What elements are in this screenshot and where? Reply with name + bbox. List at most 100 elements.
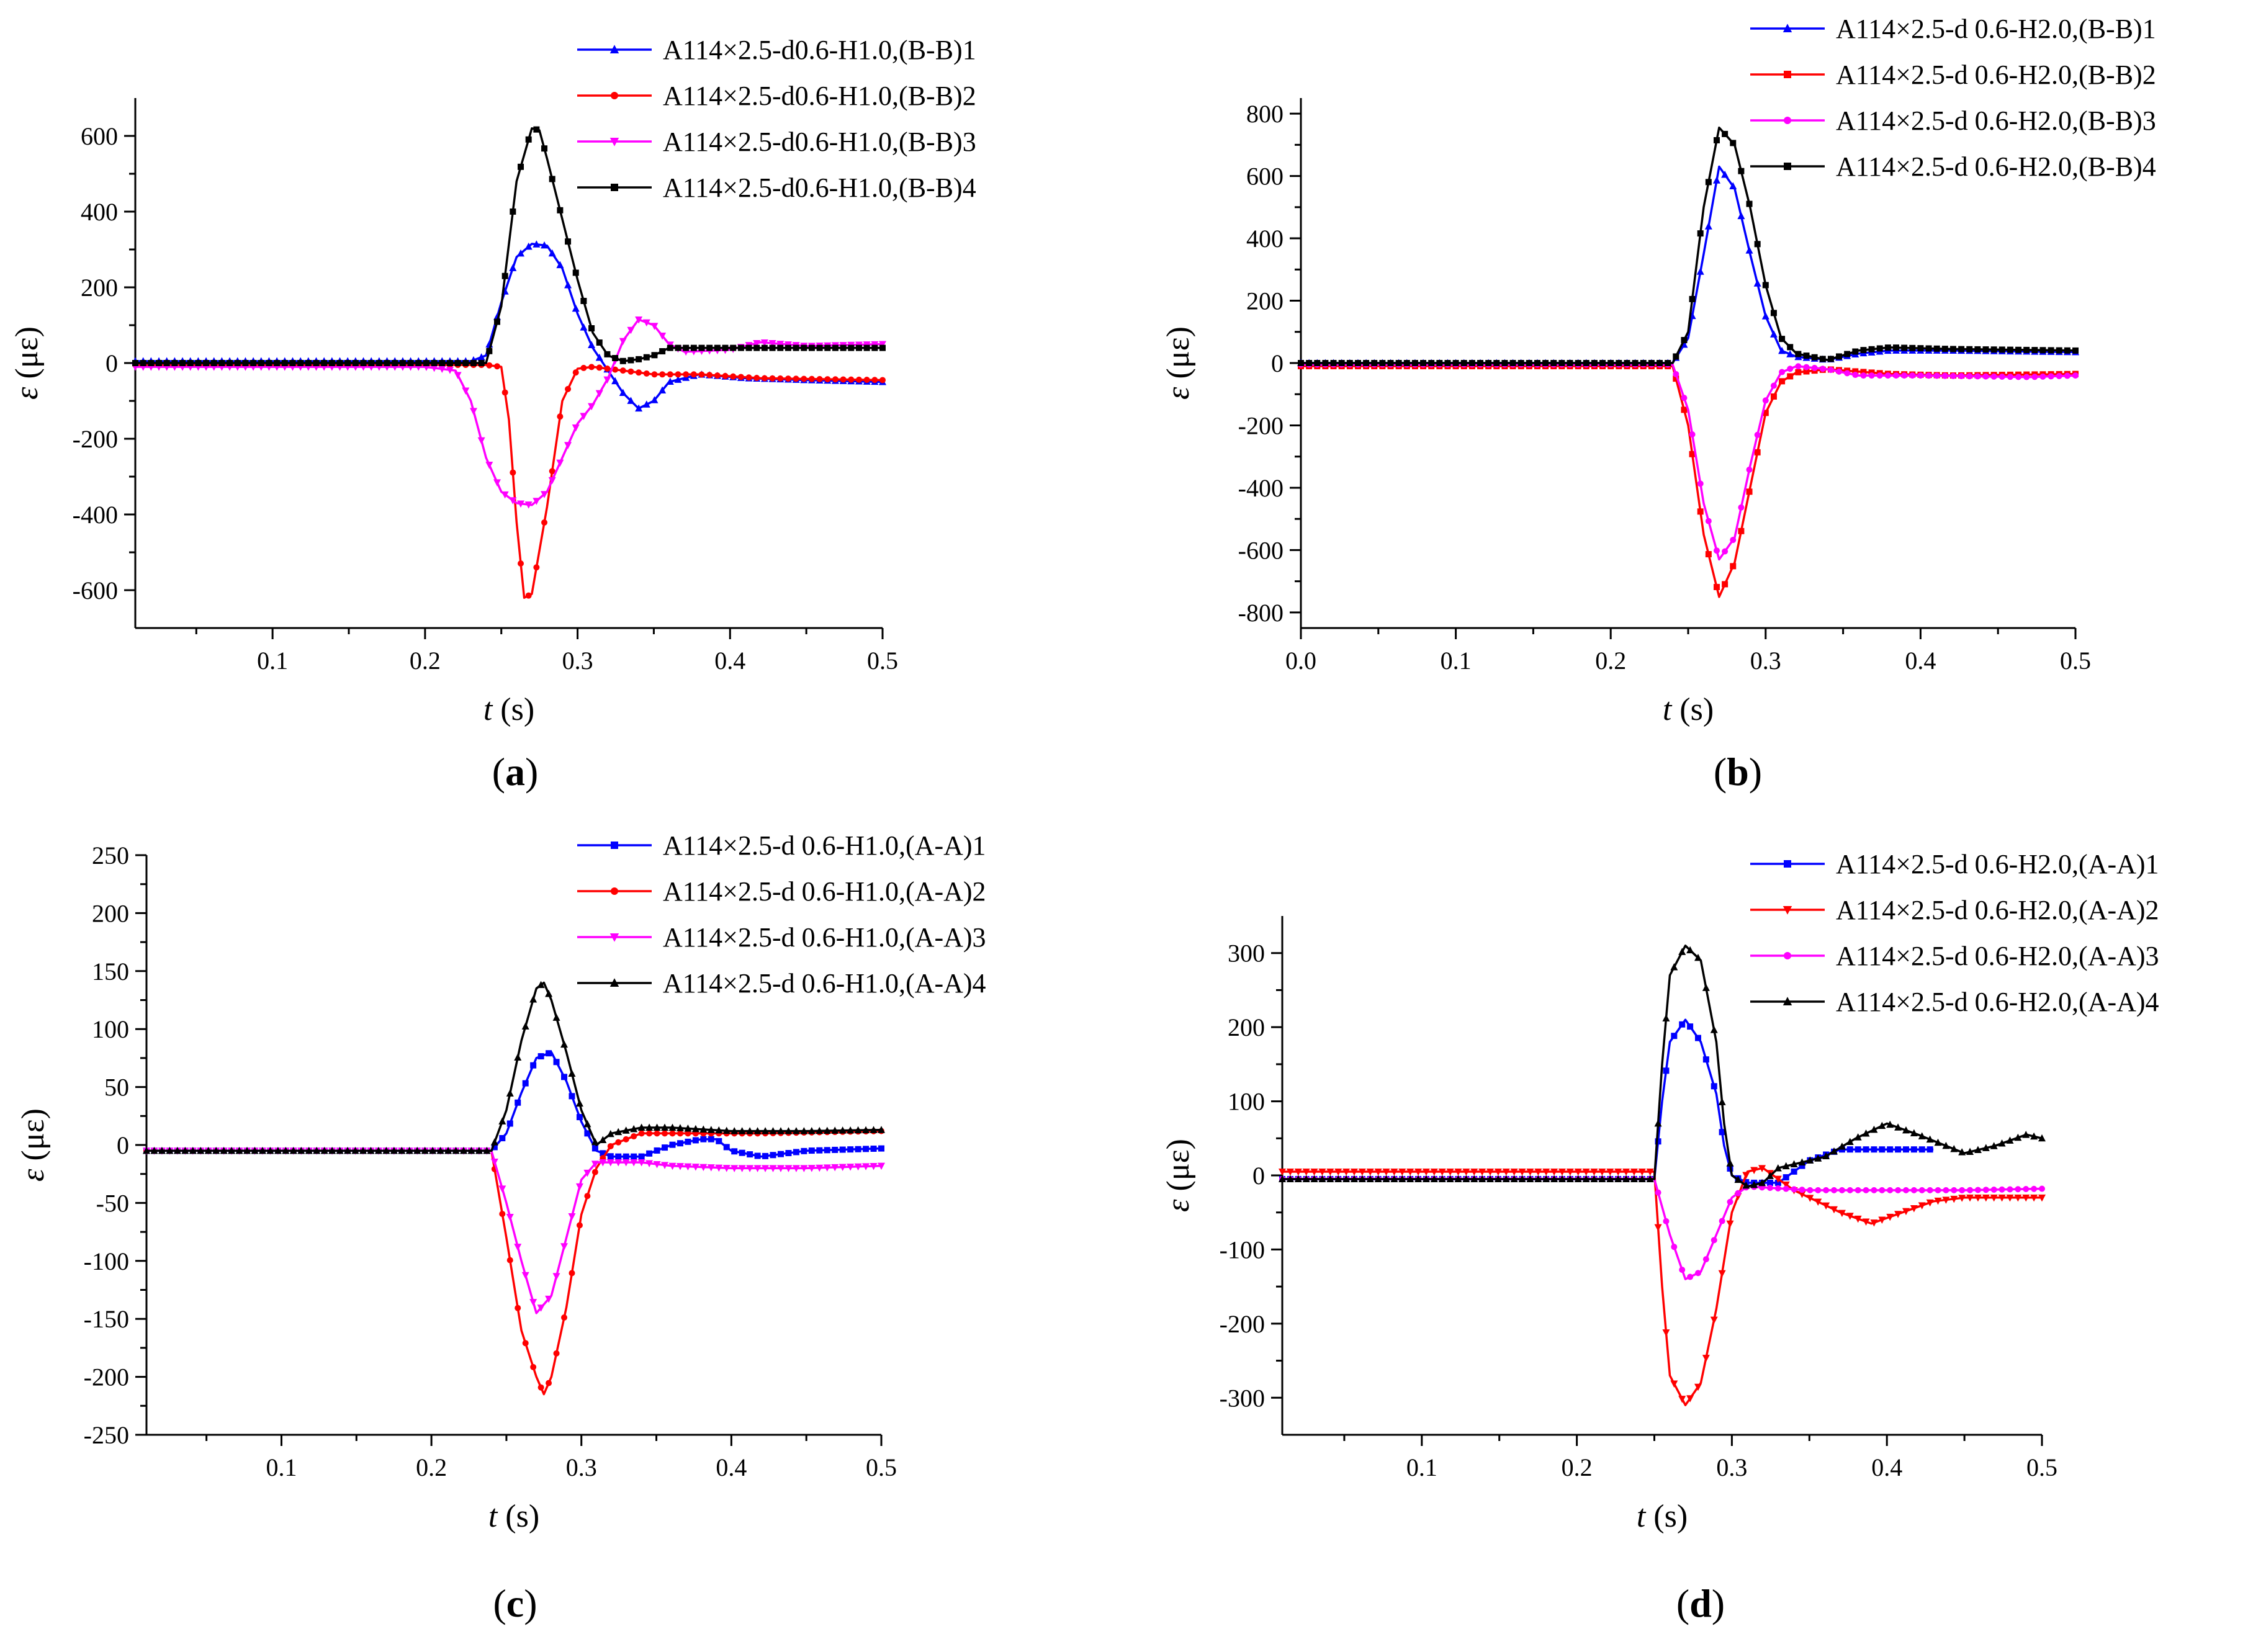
data-point — [699, 1164, 708, 1172]
data-point — [685, 1130, 691, 1137]
data-point — [1758, 1178, 1766, 1187]
data-point — [1670, 1380, 1678, 1388]
data-point — [722, 372, 729, 379]
data-point — [1705, 179, 1712, 186]
data-point — [541, 145, 548, 152]
data-point — [1860, 372, 1867, 379]
data-point — [1704, 222, 1712, 230]
data-point — [1949, 372, 1956, 379]
data-point — [1705, 518, 1712, 524]
data-point — [831, 1164, 839, 1172]
data-point — [564, 281, 572, 289]
caption-close-paren: ) — [1712, 1581, 1725, 1625]
data-point — [596, 339, 603, 346]
y-tick-label: -400 — [73, 501, 118, 529]
data-point — [529, 1299, 537, 1306]
data-point — [490, 1138, 498, 1146]
y-axis-title-var: ε — [16, 1169, 51, 1182]
data-point — [2015, 346, 2022, 353]
data-point — [1711, 1237, 1717, 1244]
data-point — [1567, 360, 1573, 366]
data-point — [344, 1146, 352, 1154]
chart-panel-a: 0.1 0.2 0.3 0.4 0.5 -600 -400 -200 0 200 400 600 t (… — [9, 35, 976, 794]
data-point — [747, 1151, 753, 1158]
legend-label: A114×2.5-d 0.6-H2.0,(B-B)4 — [1836, 151, 2156, 182]
data-point — [537, 1384, 544, 1391]
data-point — [1526, 1169, 1534, 1176]
data-point — [1722, 130, 1729, 137]
data-point — [690, 344, 697, 351]
data-point — [1665, 360, 1671, 366]
data-point — [1730, 140, 1737, 146]
data-point — [2072, 372, 2079, 379]
data-point — [1799, 1162, 1805, 1169]
data-point — [1746, 200, 1753, 207]
data-point — [612, 355, 619, 362]
data-point — [1654, 1224, 1662, 1232]
data-point — [486, 362, 493, 369]
data-point — [1894, 1123, 1902, 1131]
data-point — [1302, 1169, 1310, 1176]
data-point — [1678, 948, 1686, 955]
data-point — [336, 360, 343, 366]
data-point — [1868, 346, 1875, 352]
data-point — [195, 360, 202, 366]
data-point — [761, 375, 768, 382]
y-tick-label: -150 — [84, 1305, 129, 1333]
data-point — [1933, 372, 1940, 379]
data-point — [1374, 1169, 1382, 1176]
data-point — [1294, 1175, 1302, 1182]
data-point — [1374, 1175, 1382, 1182]
data-point — [619, 388, 627, 397]
data-point — [1294, 1169, 1302, 1176]
data-point — [1878, 1121, 1886, 1129]
data-point — [431, 360, 438, 366]
data-point — [163, 360, 170, 366]
data-point — [801, 375, 807, 382]
data-point — [862, 1126, 870, 1134]
data-point — [1838, 1187, 1845, 1193]
data-point — [197, 1146, 205, 1154]
data-point — [1918, 1202, 1926, 1210]
data-point — [1774, 1175, 1782, 1183]
data-point — [1766, 1172, 1774, 1179]
data-point — [1879, 1146, 1886, 1153]
x-tick-label: 0.3 — [1716, 1453, 1747, 1481]
data-point — [808, 344, 815, 351]
legend-label: A114×2.5-d 0.6-H2.0,(B-B)3 — [1836, 105, 2156, 136]
data-point — [1926, 1199, 1934, 1207]
data-point — [501, 272, 508, 279]
data-point — [158, 1146, 166, 1154]
data-point — [561, 1314, 568, 1321]
data-point — [793, 344, 799, 351]
data-point — [1406, 1175, 1414, 1182]
data-point — [675, 344, 681, 351]
y-tick-label: -250 — [84, 1421, 129, 1449]
data-point — [1745, 246, 1753, 254]
data-point — [2022, 1131, 2030, 1138]
data-point — [1770, 393, 1777, 400]
data-point — [1982, 1144, 1990, 1151]
series-line — [1282, 1178, 2043, 1280]
y-tick-label: 0 — [1252, 1162, 1265, 1190]
y-tick-label: -100 — [1220, 1236, 1265, 1264]
data-point — [525, 592, 532, 599]
data-point — [1910, 1146, 1917, 1153]
data-point — [604, 365, 611, 372]
data-point — [1863, 1146, 1869, 1153]
data-point — [714, 372, 721, 379]
data-point — [1909, 372, 1916, 379]
data-point — [1807, 1187, 1814, 1193]
series-2 — [132, 362, 886, 599]
data-point — [698, 371, 705, 378]
data-point — [228, 1146, 236, 1154]
data-point — [258, 1146, 266, 1154]
data-point — [1738, 168, 1745, 174]
data-point — [515, 1099, 521, 1106]
data-point — [607, 1153, 614, 1160]
data-point — [659, 348, 666, 354]
data-point — [1910, 1129, 1918, 1137]
data-point — [493, 479, 501, 487]
panel-caption: (c) — [493, 1581, 537, 1625]
data-point — [1761, 312, 1769, 320]
